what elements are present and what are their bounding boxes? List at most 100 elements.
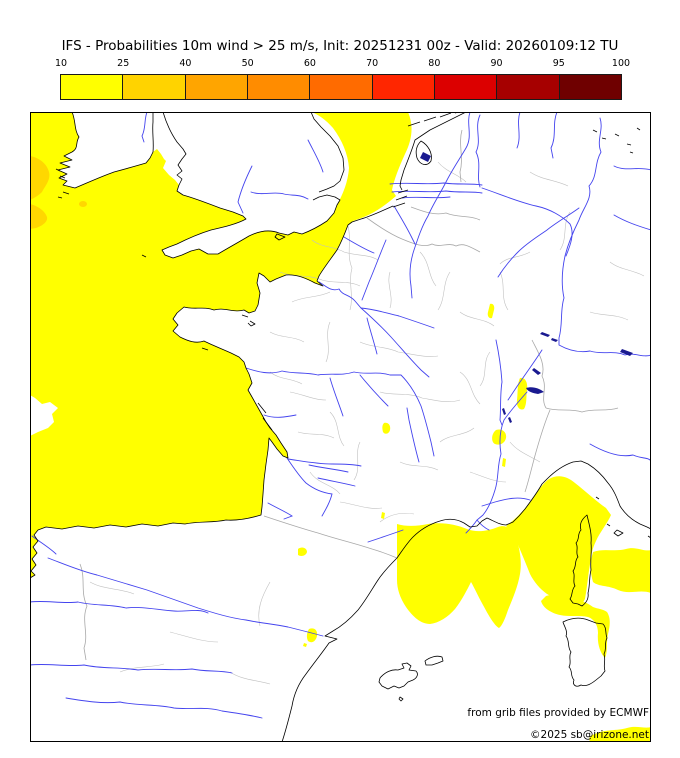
- colorbar-cell: [185, 75, 248, 99]
- map: [30, 112, 651, 742]
- lake-geneva: [526, 387, 544, 394]
- colorbar-cell: [123, 75, 186, 99]
- river-aude: [367, 529, 404, 543]
- colorbar-tick-label: 50: [241, 58, 254, 69]
- river-weser: [516, 112, 558, 159]
- river-vienne: [329, 377, 344, 417]
- river-oise: [361, 239, 387, 301]
- prob-25-layer: [30, 156, 87, 229]
- france-belgium-border: [366, 217, 481, 253]
- colorbar-ticks: 10 25 40 50 60 70 80 90 95 100: [0, 58, 680, 70]
- river-meuse: [409, 112, 471, 299]
- river-allier: [406, 407, 420, 463]
- east-of-corsica-prob-area: [590, 548, 651, 593]
- scilly-isles: [141, 254, 147, 258]
- river-neckar: [613, 214, 651, 231]
- river-duero: [30, 600, 209, 614]
- lake-constance: [620, 349, 633, 356]
- continent-west-coast: [30, 205, 394, 579]
- river-tarn: [317, 477, 356, 487]
- prob25-spot: [79, 201, 87, 207]
- ireland-islands: [55, 168, 70, 199]
- river-thames: [250, 191, 309, 200]
- isle-of-wight: [274, 233, 286, 241]
- river-rhone: [465, 391, 528, 534]
- river-seine: [318, 281, 430, 378]
- colorbar-tick-label: 60: [303, 58, 316, 69]
- atlantic-channel-northsea-prob-area: [30, 112, 412, 578]
- river-tagus: [30, 663, 233, 674]
- menorca-coast: [424, 655, 444, 666]
- colorbar-tick-label: 95: [552, 58, 565, 69]
- belle-ile: [201, 347, 209, 351]
- colorbar-tick-label: 25: [117, 58, 130, 69]
- sardinia-coast: [562, 617, 608, 687]
- river-cher: [359, 374, 389, 407]
- france-switzerland-border: [531, 339, 547, 409]
- netherlands-coast: [399, 112, 467, 191]
- ijsselmeer-outline: [415, 140, 432, 165]
- country-borders: [79, 129, 619, 661]
- lakes: [420, 152, 633, 423]
- netherlands-germany-border: [459, 129, 463, 183]
- river-ems: [475, 114, 481, 188]
- zeeland-islands: [392, 189, 409, 208]
- river-lot: [308, 464, 349, 473]
- river-main: [613, 165, 651, 171]
- attribution-source: from grib files provided by ECMWF: [467, 707, 649, 719]
- river-saone: [495, 339, 503, 426]
- colorbar-tick-label: 90: [490, 58, 503, 69]
- department-boundaries: [89, 161, 645, 685]
- lake-neuchatel: [532, 368, 541, 375]
- mediterranean-coast: [281, 460, 651, 742]
- river-marne: [360, 307, 435, 329]
- river-slaney: [141, 112, 148, 143]
- elba-and-tuscan-islands: [595, 496, 651, 539]
- lake-zurich: [540, 332, 558, 342]
- colorbar: [60, 74, 622, 100]
- river-moselle: [497, 207, 580, 278]
- colorbar-tick-label: 70: [366, 58, 379, 69]
- river-ebro: [47, 557, 324, 637]
- colorbar-cell: [310, 75, 373, 99]
- river-lower-rhine: [481, 187, 573, 257]
- colorbar-tick-label: 10: [54, 58, 68, 69]
- river-minho: [31, 535, 57, 555]
- attribution-copyright: ©2025 sb@irizone.net: [530, 729, 649, 741]
- france-italy-border: [524, 409, 551, 493]
- west-of-ireland-prob25-area: [30, 156, 50, 229]
- coastlines: [30, 112, 651, 742]
- river-scheldt: [393, 205, 416, 245]
- river-jucar: [65, 697, 263, 719]
- river-rhine: [558, 117, 651, 357]
- river-doubs: [507, 349, 543, 401]
- switzerland-italy-border: [545, 407, 619, 413]
- river-loire: [245, 367, 435, 457]
- river-charente: [263, 414, 297, 418]
- mallorca-coast: [378, 662, 418, 702]
- river-severn: [237, 165, 253, 214]
- alpine-lakes: [502, 408, 512, 423]
- colorbar-tick-label: 40: [179, 58, 192, 69]
- gulf-of-lion-prob-area: [397, 523, 521, 628]
- river-adour: [267, 502, 293, 520]
- colorbar-cell: [434, 75, 498, 99]
- river-po: [589, 443, 651, 462]
- corsica-coast: [569, 514, 592, 607]
- liguria-corsica-prob-area: [506, 476, 611, 608]
- bonifacio-sardinia-prob-area: [541, 594, 610, 658]
- germany-terrain-marks: [592, 127, 641, 154]
- ireland-coast: [57, 112, 154, 189]
- colorbar-cell: [372, 75, 435, 99]
- river-great-ouse: [307, 139, 324, 173]
- wadden-islands: [407, 112, 461, 127]
- colorbar-cell: [61, 75, 124, 99]
- france-spain-border: [263, 515, 398, 559]
- admin-borders: [89, 161, 645, 685]
- rivers: [30, 112, 651, 719]
- rhine-delta-branches: [389, 182, 483, 199]
- colorbar-cell: [559, 75, 621, 99]
- river-yonne: [366, 317, 378, 355]
- bottom-right-prob-patch: [589, 726, 651, 742]
